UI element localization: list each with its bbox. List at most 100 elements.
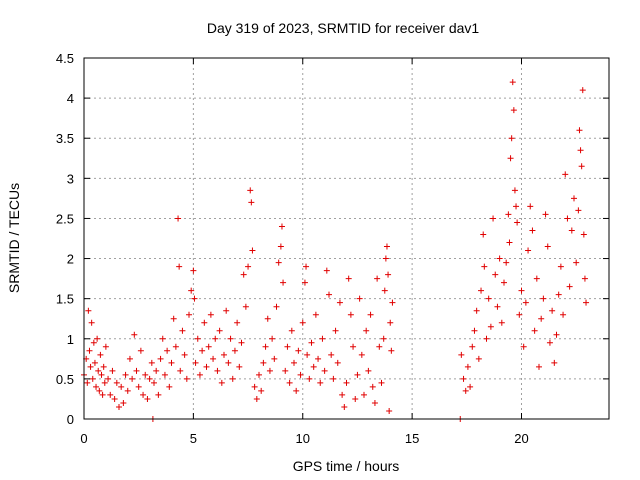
data-point [365, 367, 372, 374]
data-point [116, 403, 122, 410]
data-point [551, 359, 558, 366]
data-point [297, 371, 304, 378]
data-point [242, 303, 249, 310]
data-point [96, 387, 103, 394]
data-point [236, 363, 243, 370]
data-point [520, 343, 527, 350]
data-point [576, 127, 583, 134]
data-point [578, 163, 585, 170]
data-point [100, 363, 107, 370]
data-point [157, 355, 164, 362]
data-point [131, 331, 138, 338]
data-point [253, 395, 260, 402]
data-point [105, 375, 112, 382]
data-point [164, 347, 171, 354]
data-point [271, 355, 278, 362]
data-point [190, 267, 197, 274]
data-point [262, 343, 269, 350]
data-point [323, 267, 330, 274]
data-point [464, 363, 471, 370]
data-point [113, 379, 120, 386]
data-point [571, 195, 577, 202]
data-point [85, 307, 92, 314]
data-point [301, 279, 308, 286]
data-point [583, 299, 590, 306]
data-point [196, 371, 203, 378]
y-tick-label: 4 [67, 91, 74, 106]
data-point [577, 147, 584, 154]
data-point [225, 359, 232, 366]
data-point [192, 359, 199, 366]
data-point [135, 383, 142, 390]
data-point [248, 199, 255, 206]
data-point [525, 247, 532, 254]
data-point [507, 155, 514, 162]
y-tick-label: 1.5 [56, 292, 74, 307]
data-point [153, 367, 160, 374]
data-point [199, 347, 206, 354]
data-point [544, 243, 551, 250]
data-point [90, 339, 97, 346]
data-point [505, 211, 512, 218]
data-point [291, 359, 297, 366]
data-point [522, 299, 529, 306]
data-point [345, 275, 352, 282]
data-point [308, 339, 315, 346]
y-axis-label: SRMTID / TECUs [6, 183, 22, 293]
data-point [339, 391, 346, 398]
data-point [179, 327, 186, 334]
data-point [284, 343, 291, 350]
x-tick-label: 5 [190, 431, 197, 446]
data-point [481, 263, 488, 270]
data-point [231, 347, 238, 354]
data-point [107, 391, 114, 398]
data-point [304, 351, 311, 358]
y-tick-label: 4.5 [56, 51, 74, 66]
data-point [269, 335, 276, 342]
data-point [380, 335, 387, 342]
data-point [516, 311, 523, 318]
x-tick-label: 0 [80, 431, 87, 446]
data-point [122, 371, 129, 378]
data-point [186, 311, 192, 318]
data-point [460, 375, 467, 382]
data-point [580, 231, 587, 238]
data-point [381, 287, 388, 294]
data-point [88, 319, 95, 326]
data-point [86, 347, 93, 354]
x-tick-label: 10 [296, 431, 310, 446]
data-point [332, 327, 339, 334]
data-point [234, 319, 241, 326]
data-point [473, 307, 480, 314]
data-points [81, 79, 590, 422]
data-point [343, 379, 350, 386]
data-point [328, 351, 335, 358]
data-point [273, 303, 280, 310]
data-point [223, 307, 230, 314]
data-point [133, 367, 140, 374]
data-point [161, 371, 168, 378]
data-point [144, 395, 151, 402]
data-point [358, 351, 365, 358]
data-point [371, 399, 378, 406]
data-point [295, 347, 302, 354]
data-point [383, 243, 390, 250]
data-point [87, 363, 94, 370]
data-point [509, 79, 516, 86]
data-point [573, 259, 580, 266]
data-point [334, 359, 341, 366]
data-point [191, 295, 198, 302]
data-point [562, 171, 569, 178]
data-point [266, 367, 273, 374]
data-point [240, 271, 247, 278]
y-tick-label: 3 [67, 171, 74, 186]
data-point [560, 311, 567, 318]
data-point [245, 263, 252, 270]
data-point [188, 287, 195, 294]
data-point [159, 335, 166, 342]
data-point [177, 367, 184, 374]
data-point [218, 379, 225, 386]
data-point [181, 351, 188, 358]
data-point [109, 367, 116, 374]
